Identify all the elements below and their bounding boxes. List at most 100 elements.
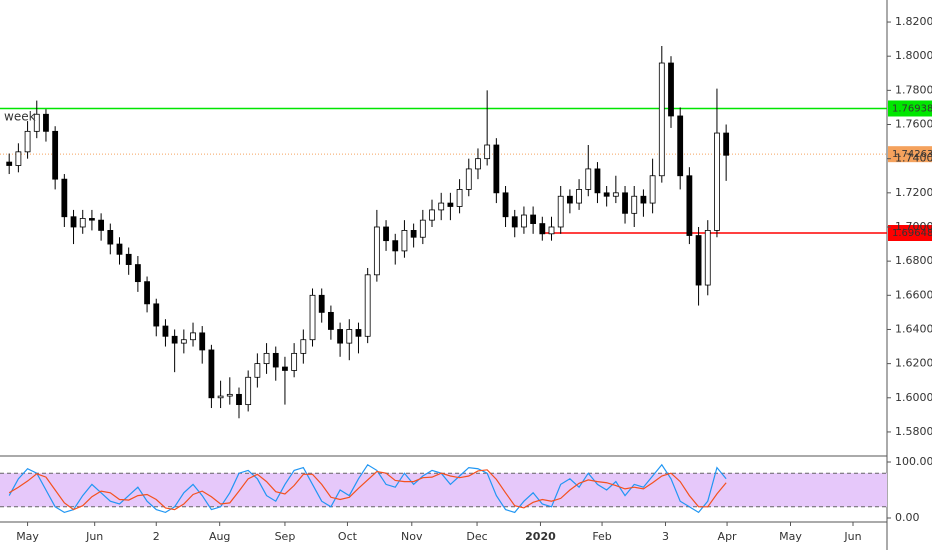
price-tag-label: 1.74263 <box>892 149 932 160</box>
candle-body <box>162 325 169 337</box>
y-tick-label: 1.78000 <box>895 83 932 96</box>
candle-body <box>346 329 353 344</box>
candle-body <box>318 294 325 313</box>
oscillator-panel: 100.00 0.00 <box>0 455 932 524</box>
y-tick-label: 1.70000 <box>895 220 932 233</box>
candle-body <box>52 130 59 180</box>
candle-body <box>217 395 224 399</box>
y-tick-label: 1.60000 <box>895 391 932 404</box>
candle-body <box>392 240 399 252</box>
y-tick-label: 1.82000 <box>895 15 932 28</box>
y-tick-label: 1.80000 <box>895 49 932 62</box>
candle-body <box>502 192 509 218</box>
candle-body <box>493 144 500 194</box>
candle-body <box>24 130 31 153</box>
x-tick-label: Oct <box>338 530 358 543</box>
candle-body <box>465 168 472 190</box>
candle-body <box>603 192 610 197</box>
candle-body <box>649 175 656 204</box>
x-tick-label: Dec <box>466 530 487 543</box>
candle-body <box>585 168 592 190</box>
candle-body <box>557 195 564 228</box>
candle-body <box>282 366 288 371</box>
candle-body <box>134 264 141 283</box>
candle-body <box>566 195 573 204</box>
y-tick-label: 1.64000 <box>895 322 932 335</box>
candle-body <box>98 219 105 231</box>
candle-body <box>373 226 380 276</box>
candle-body <box>309 294 316 341</box>
candle-body <box>658 62 665 177</box>
candle-body <box>291 352 298 371</box>
candle-body <box>714 132 720 231</box>
x-tick-label: 2020 <box>525 530 556 543</box>
candle-body <box>530 214 537 224</box>
candle-body <box>254 363 261 378</box>
candle-body <box>695 235 702 286</box>
candle-body <box>511 216 518 228</box>
candle-body <box>116 243 123 255</box>
x-tick-label: Apr <box>718 530 738 543</box>
price-tag <box>888 146 932 163</box>
oscillator-line <box>8 463 727 514</box>
x-tick-label: Sep <box>275 530 296 543</box>
candle-body <box>475 158 481 170</box>
candle-body <box>328 311 334 330</box>
candle-body <box>33 113 40 132</box>
candle-body <box>383 226 389 242</box>
candle-body <box>640 195 647 204</box>
price-tag-label: 1.76938 <box>892 103 932 114</box>
candle-body <box>704 230 711 286</box>
candle-body <box>6 161 13 166</box>
candle-body <box>300 339 307 354</box>
price-tag <box>888 224 932 241</box>
candle-body <box>622 192 628 214</box>
candle-body <box>539 223 546 235</box>
candle-body <box>89 218 95 221</box>
candle-body <box>521 214 527 228</box>
price-tag <box>888 100 932 117</box>
x-tick-label: Jun <box>85 530 103 543</box>
candle-body <box>548 226 555 235</box>
candle-body <box>364 274 371 337</box>
x-tick-label: Jun <box>843 530 861 543</box>
candle-body <box>226 393 233 397</box>
candle-body <box>668 62 674 117</box>
candle-body <box>612 192 619 197</box>
y-tick-label: 100.00 <box>895 455 932 468</box>
y-tick-label: 0.00 <box>895 511 920 524</box>
candle-body <box>401 230 408 252</box>
y-tick-label: 1.76000 <box>895 118 932 131</box>
y-tick-label: 1.74000 <box>895 152 932 165</box>
legend-label: week <box>4 110 36 124</box>
y-tick-label: 1.62000 <box>895 357 932 370</box>
y-tick-label: 1.58000 <box>895 425 932 438</box>
candle-body <box>79 218 86 228</box>
candle-body <box>456 189 463 207</box>
candle-body <box>631 195 638 214</box>
x-tick-label: 3 <box>662 530 669 543</box>
candle-body <box>190 332 196 341</box>
candle-body <box>337 329 343 344</box>
candle-body <box>438 202 445 211</box>
x-tick-label: May <box>16 530 39 543</box>
price-panel: 1.76938 1.74263 1.69648 <box>0 45 932 419</box>
candle-body <box>171 335 178 344</box>
candle-body <box>419 219 426 238</box>
y-tick-label: 1.66000 <box>895 288 932 301</box>
candle-body <box>272 352 279 368</box>
candle-body <box>153 303 160 327</box>
candle-body <box>429 209 435 221</box>
candle-body <box>70 216 77 228</box>
candle-body <box>15 151 22 166</box>
x-tick-label: 2 <box>153 530 160 543</box>
x-tick-label: Feb <box>592 530 611 543</box>
candle-body <box>723 132 730 156</box>
candle-body <box>61 178 68 218</box>
candle-body <box>144 281 150 305</box>
y-tick-label: 1.72000 <box>895 186 932 199</box>
oscillator-band <box>0 473 887 507</box>
candle-body <box>677 115 684 177</box>
